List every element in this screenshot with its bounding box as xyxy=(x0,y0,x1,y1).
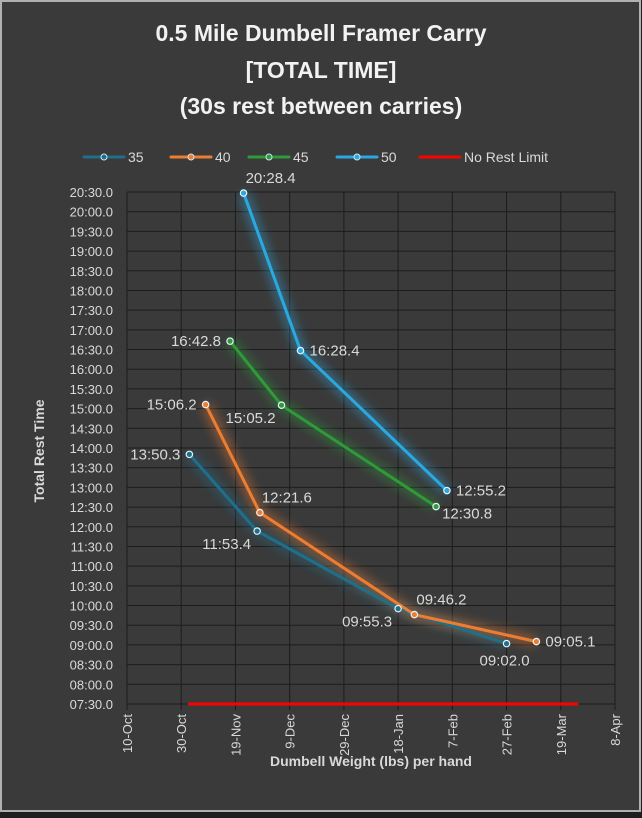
x-tick-label: 27-Feb xyxy=(500,714,515,755)
data-point-40 xyxy=(201,400,210,409)
data-point-35 xyxy=(394,604,402,613)
gridlines xyxy=(126,191,616,705)
data-point-35 xyxy=(502,639,511,648)
data-point-50 xyxy=(239,189,248,197)
series-lines xyxy=(187,191,579,706)
data-point-45 xyxy=(432,502,440,511)
y-tick-label: 10:00.0 xyxy=(70,599,113,614)
x-axis-title: Dumbell Weight (lbs) per hand xyxy=(270,753,472,769)
data-labels: 13:50.3 11:53.4 09:55.3 09:02.0 15:06.2 12:21… xyxy=(130,170,595,670)
legend-label: 40 xyxy=(215,149,231,165)
data-label-35: 09:55.3 xyxy=(342,614,392,631)
y-tick-label: 08:30.0 xyxy=(70,658,113,673)
data-label-40: 15:06.2 xyxy=(147,397,197,414)
x-tick-label: 19-Nov xyxy=(228,714,243,756)
legend-label: 35 xyxy=(128,149,144,165)
y-tick-label: 14:00.0 xyxy=(70,441,113,456)
y-tick-label: 11:00.0 xyxy=(71,559,113,574)
y-tick-label: 20:00.0 xyxy=(70,205,113,220)
y-tick-label: 19:30.0 xyxy=(70,224,113,239)
legend-label: 45 xyxy=(293,149,309,165)
data-point-35 xyxy=(253,527,261,535)
x-tick-label: 19-Mar xyxy=(554,713,569,755)
x-tick-label: 18-Jan xyxy=(391,714,406,754)
series-line-35 xyxy=(187,452,509,646)
y-tick-label: 16:00.0 xyxy=(70,362,113,377)
data-point-40 xyxy=(410,610,419,619)
data-point-40 xyxy=(256,508,264,517)
y-tick-label: 15:30.0 xyxy=(70,382,113,397)
data-label-50: 20:28.4 xyxy=(246,170,296,187)
data-label-50: 16:28.4 xyxy=(310,343,360,360)
data-point-45 xyxy=(226,337,234,345)
chart-title-line-2: [TOTAL TIME] xyxy=(246,57,397,83)
y-tick-label: 13:30.0 xyxy=(70,461,113,476)
y-tick-label: 16:30.0 xyxy=(70,343,113,358)
y-tick-label: 15:00.0 xyxy=(70,402,113,417)
y-tick-label: 13:00.0 xyxy=(70,480,113,495)
data-point-45 xyxy=(277,401,286,410)
series-line-40 xyxy=(204,403,538,644)
y-axis-title: Total Rest Time xyxy=(31,399,47,502)
y-tick-label: 12:00.0 xyxy=(70,520,113,535)
y-tick-label: 09:30.0 xyxy=(70,618,113,633)
data-label-45: 16:42.8 xyxy=(171,333,221,350)
y-tick-label: 18:30.0 xyxy=(70,264,113,279)
y-tick-label: 08:00.0 xyxy=(70,677,113,692)
y-tick-label: 17:30.0 xyxy=(70,303,113,318)
legend-label: No Rest Limit xyxy=(464,149,548,165)
chart-title-line-1: 0.5 Mile Dumbell Framer Carry xyxy=(155,20,486,46)
data-point-50 xyxy=(296,346,305,355)
legend: 35 40 45 50 No Rest Limit xyxy=(82,149,548,165)
legend-marker xyxy=(187,153,195,161)
data-label-40: 12:21.6 xyxy=(262,490,312,507)
y-tick-label: 17:00.0 xyxy=(70,323,113,338)
series-points xyxy=(185,189,541,648)
legend-marker xyxy=(353,153,361,161)
y-tick-label: 11:30.0 xyxy=(71,539,113,554)
data-label-45: 15:05.2 xyxy=(225,410,275,427)
chart-title-line-3: (30s rest between carries) xyxy=(180,93,463,119)
legend-marker xyxy=(265,153,273,161)
data-label-35: 13:50.3 xyxy=(130,446,180,463)
data-label-35: 09:02.0 xyxy=(480,653,530,670)
legend-label: 50 xyxy=(381,149,397,165)
y-tick-label: 07:30.0 xyxy=(70,697,113,712)
data-label-40: 09:05.1 xyxy=(545,634,595,651)
y-tick-label: 09:00.0 xyxy=(70,638,113,653)
x-tick-label: 8-Apr xyxy=(608,713,623,745)
legend-marker xyxy=(100,153,108,161)
y-tick-label: 19:00.0 xyxy=(70,244,113,259)
x-tick-label: 29-Dec xyxy=(337,714,352,756)
x-tick-label: 30-Oct xyxy=(174,714,189,753)
x-axis: 10-Oct 30-Oct 19-Nov 9-Dec 29-Dec 18-Jan 7-Feb… xyxy=(120,704,623,756)
data-point-50 xyxy=(443,486,451,495)
y-tick-label: 20:30.0 xyxy=(70,185,113,200)
data-label-40: 09:46.2 xyxy=(416,592,466,609)
y-tick-label: 10:30.0 xyxy=(70,579,113,594)
data-label-50: 12:55.2 xyxy=(456,483,506,500)
data-point-40 xyxy=(532,637,541,646)
data-point-35 xyxy=(185,450,194,459)
y-axis: 07:30.0 08:00.0 08:30.0 09:00.0 09:30.0 10:00… xyxy=(70,185,113,712)
x-tick-label: 7-Feb xyxy=(445,714,460,748)
data-label-35: 11:53.4 xyxy=(202,536,251,553)
data-label-45: 12:30.8 xyxy=(442,506,492,523)
y-tick-label: 12:30.0 xyxy=(70,500,113,515)
y-tick-label: 18:00.0 xyxy=(70,283,113,298)
x-tick-label: 9-Dec xyxy=(283,714,298,749)
y-tick-label: 14:30.0 xyxy=(70,421,113,436)
x-tick-label: 10-Oct xyxy=(120,714,135,753)
